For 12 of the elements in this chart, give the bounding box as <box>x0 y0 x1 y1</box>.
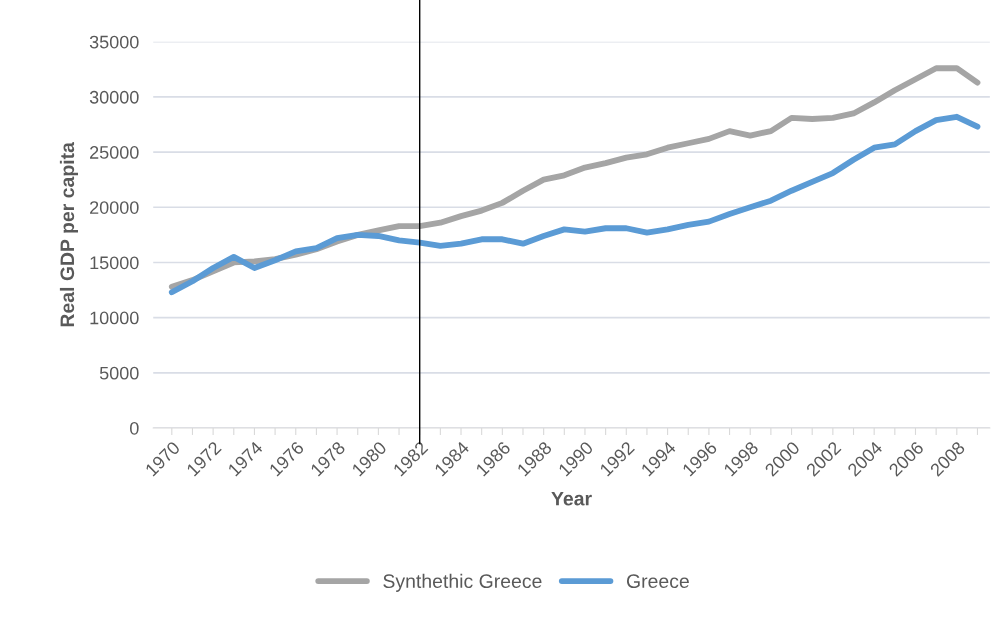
y-tick-label: 20000 <box>90 201 139 214</box>
y-axis-title: Real GDP per capita <box>59 141 79 327</box>
y-tick-label: 5000 <box>99 366 139 380</box>
y-tick-label: 30000 <box>89 90 139 104</box>
x-axis-title: Year <box>551 491 592 506</box>
y-tick-label: 25000 <box>90 146 139 159</box>
legend-label: Greece <box>626 574 689 589</box>
y-tick-label: 0 <box>129 421 139 435</box>
legend-label: Synthethic Greece <box>383 573 542 592</box>
y-tick-label: 35000 <box>89 35 139 49</box>
y-tick-label: 10000 <box>90 311 139 325</box>
y-tick-label: 15000 <box>90 256 139 270</box>
